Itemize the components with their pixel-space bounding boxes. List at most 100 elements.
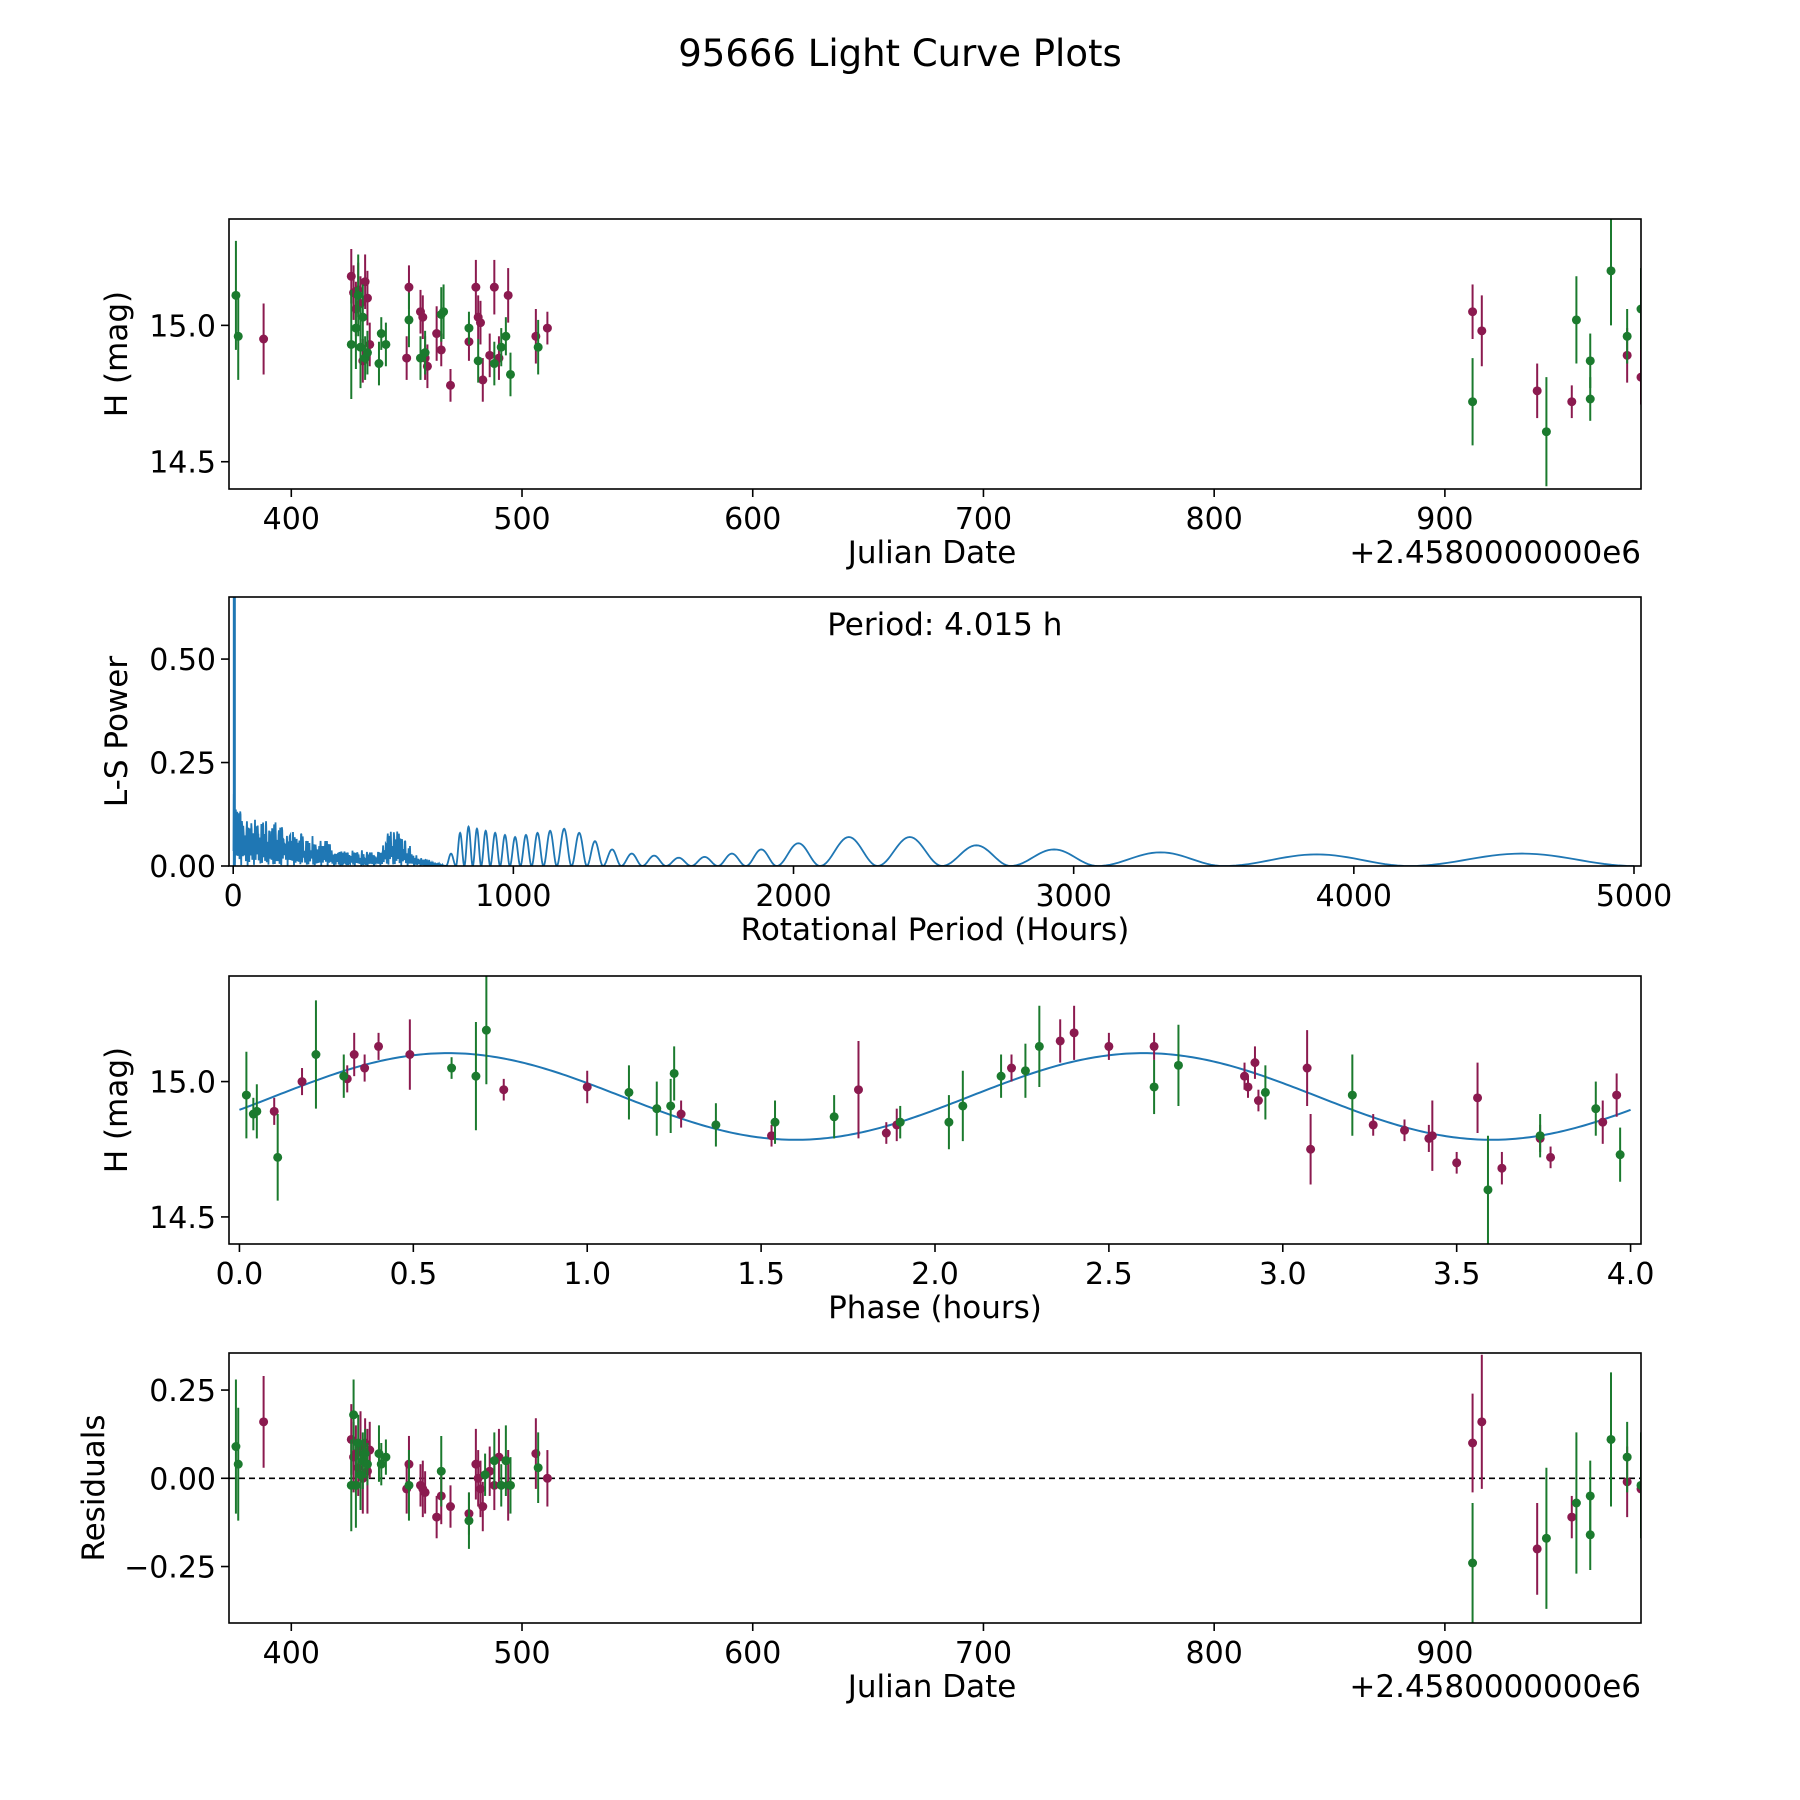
residuals-green-marker xyxy=(233,1459,243,1469)
residuals-xtick-label: 600 xyxy=(724,1636,781,1671)
lightcurve-green-point xyxy=(353,254,363,337)
phased-red-point xyxy=(1473,1062,1483,1134)
lightcurve-red-marker xyxy=(445,380,455,390)
lightcurve-red-point xyxy=(432,306,442,361)
residuals-series-green xyxy=(231,1372,1641,1623)
periodogram-xtick-label: 0 xyxy=(224,879,243,914)
residuals-xtick-label: 900 xyxy=(1416,1636,1473,1671)
residuals-frame xyxy=(228,1352,1642,1624)
phased-red-point xyxy=(374,1032,384,1060)
lightcurve-green-point xyxy=(1541,377,1551,487)
phased-green-marker xyxy=(1260,1087,1270,1097)
phased-red-point xyxy=(1007,1054,1017,1082)
phased-red-marker xyxy=(1007,1063,1017,1073)
lightcurve-green-marker xyxy=(1468,397,1478,407)
phased-green-point xyxy=(1173,1024,1183,1106)
lightcurve-red-marker xyxy=(259,334,269,344)
lightcurve-green-point xyxy=(376,317,386,350)
lightcurve-red-point xyxy=(478,358,488,402)
phased-green-marker xyxy=(339,1071,349,1081)
lightcurve-green-marker xyxy=(346,339,356,349)
lightcurve-xtick-label: 600 xyxy=(724,502,781,537)
residuals-ylabel: Residuals xyxy=(76,1414,112,1561)
residuals-ytick-label: −0.25 xyxy=(124,1551,216,1586)
lightcurve-green-point xyxy=(420,330,430,375)
lightcurve-green-point xyxy=(464,311,474,345)
residuals-green-marker xyxy=(381,1452,391,1462)
residuals-plot-area xyxy=(229,1354,1641,1623)
phased-xlabel: Phase (hours) xyxy=(828,1290,1042,1326)
phased-red-point xyxy=(1546,1146,1556,1169)
phased-green-marker xyxy=(669,1068,679,1078)
phased-red-marker xyxy=(1400,1125,1410,1135)
phased-red-marker xyxy=(1149,1041,1159,1051)
lightcurve-xtick-label: 400 xyxy=(263,502,320,537)
periodogram-ytick-label: 0.50 xyxy=(149,643,216,678)
lightcurve-xtick-label: 900 xyxy=(1416,502,1473,537)
phased-red-marker xyxy=(374,1041,384,1051)
residuals-green-marker xyxy=(533,1463,543,1473)
phased-green-point xyxy=(273,1114,283,1201)
phased-red-point xyxy=(1452,1151,1462,1174)
residuals-xtick-label: 400 xyxy=(263,1636,320,1671)
phased-green-marker xyxy=(311,1050,321,1060)
lightcurve-red-point xyxy=(362,270,372,326)
phased-green-marker xyxy=(1020,1066,1030,1076)
lightcurve-green-point xyxy=(533,319,543,375)
periodogram-xtick-label: 4000 xyxy=(1316,879,1392,914)
lightcurve-red-marker xyxy=(436,345,446,355)
lightcurve-green-point xyxy=(496,328,506,367)
lightcurve-xlabel: Julian Date xyxy=(846,535,1017,571)
phased-red-point xyxy=(676,1100,686,1128)
lightcurve-ytick-label: 14.5 xyxy=(149,446,216,481)
lightcurve-green-point xyxy=(439,284,449,339)
phased-green-marker xyxy=(666,1101,676,1111)
phased-ytick-label: 15.0 xyxy=(149,1066,216,1101)
phased-green-marker xyxy=(944,1117,954,1127)
lightcurve-green-point xyxy=(1622,309,1632,364)
phased-green-point xyxy=(481,976,491,1085)
residuals-green-marker xyxy=(1541,1533,1551,1543)
lightcurve-green-point xyxy=(1636,268,1641,350)
lightcurve-green-point xyxy=(1571,276,1581,364)
residuals-red-point xyxy=(1532,1503,1542,1595)
lightcurve-red-point xyxy=(418,295,428,339)
phased-red-marker xyxy=(1368,1120,1378,1130)
residuals-green-point xyxy=(1571,1432,1581,1574)
phased-green-marker xyxy=(1034,1041,1044,1051)
residuals-green-point xyxy=(533,1432,543,1503)
phased-red-marker xyxy=(1250,1058,1260,1068)
phased-red-marker xyxy=(269,1106,279,1116)
residuals-red-marker xyxy=(1532,1544,1542,1554)
phased-green-marker xyxy=(273,1152,283,1162)
phased-red-marker xyxy=(1306,1144,1316,1154)
phased-red-marker xyxy=(1497,1163,1507,1173)
lightcurve-green-marker xyxy=(1606,266,1616,276)
residuals-green-point xyxy=(1585,1499,1595,1571)
residuals-red-point xyxy=(542,1450,552,1507)
phased-red-marker xyxy=(297,1077,307,1087)
lightcurve-green-point xyxy=(346,289,356,399)
phased-red-point xyxy=(1368,1114,1378,1136)
lightcurve-panel: 400 500 600 700 800 900 14.5 15.0 Julian Date +2.… xyxy=(99,218,1642,571)
lightcurve-red-point xyxy=(1477,295,1487,367)
residuals-green-point xyxy=(351,1443,361,1528)
lightcurve-red-marker xyxy=(1636,372,1641,382)
periodogram-panel: Period: 4.015 h 0 1000 2000 3000 4000 5000 0.00… xyxy=(99,596,1672,948)
lightcurve-red-marker xyxy=(542,323,552,333)
lightcurve-ylabel: H (mag) xyxy=(99,291,135,417)
lightcurve-green-marker xyxy=(1571,315,1581,325)
phased-ytick-label: 14.5 xyxy=(149,1201,216,1236)
lightcurve-green-marker xyxy=(376,329,386,339)
phased-red-point xyxy=(1104,1032,1114,1060)
lightcurve-red-marker xyxy=(404,282,414,292)
phased-green-point xyxy=(1347,1054,1357,1136)
residuals-green-point xyxy=(349,1379,359,1451)
phased-red-point xyxy=(1243,1076,1253,1098)
residuals-xlabel: Julian Date xyxy=(846,1669,1017,1705)
lightcurve-frame xyxy=(228,218,1642,490)
lightcurve-green-marker xyxy=(473,356,483,366)
residuals-green-marker xyxy=(1636,1480,1641,1490)
phased-red-marker xyxy=(1302,1063,1312,1073)
phased-red-point xyxy=(1069,1005,1079,1060)
